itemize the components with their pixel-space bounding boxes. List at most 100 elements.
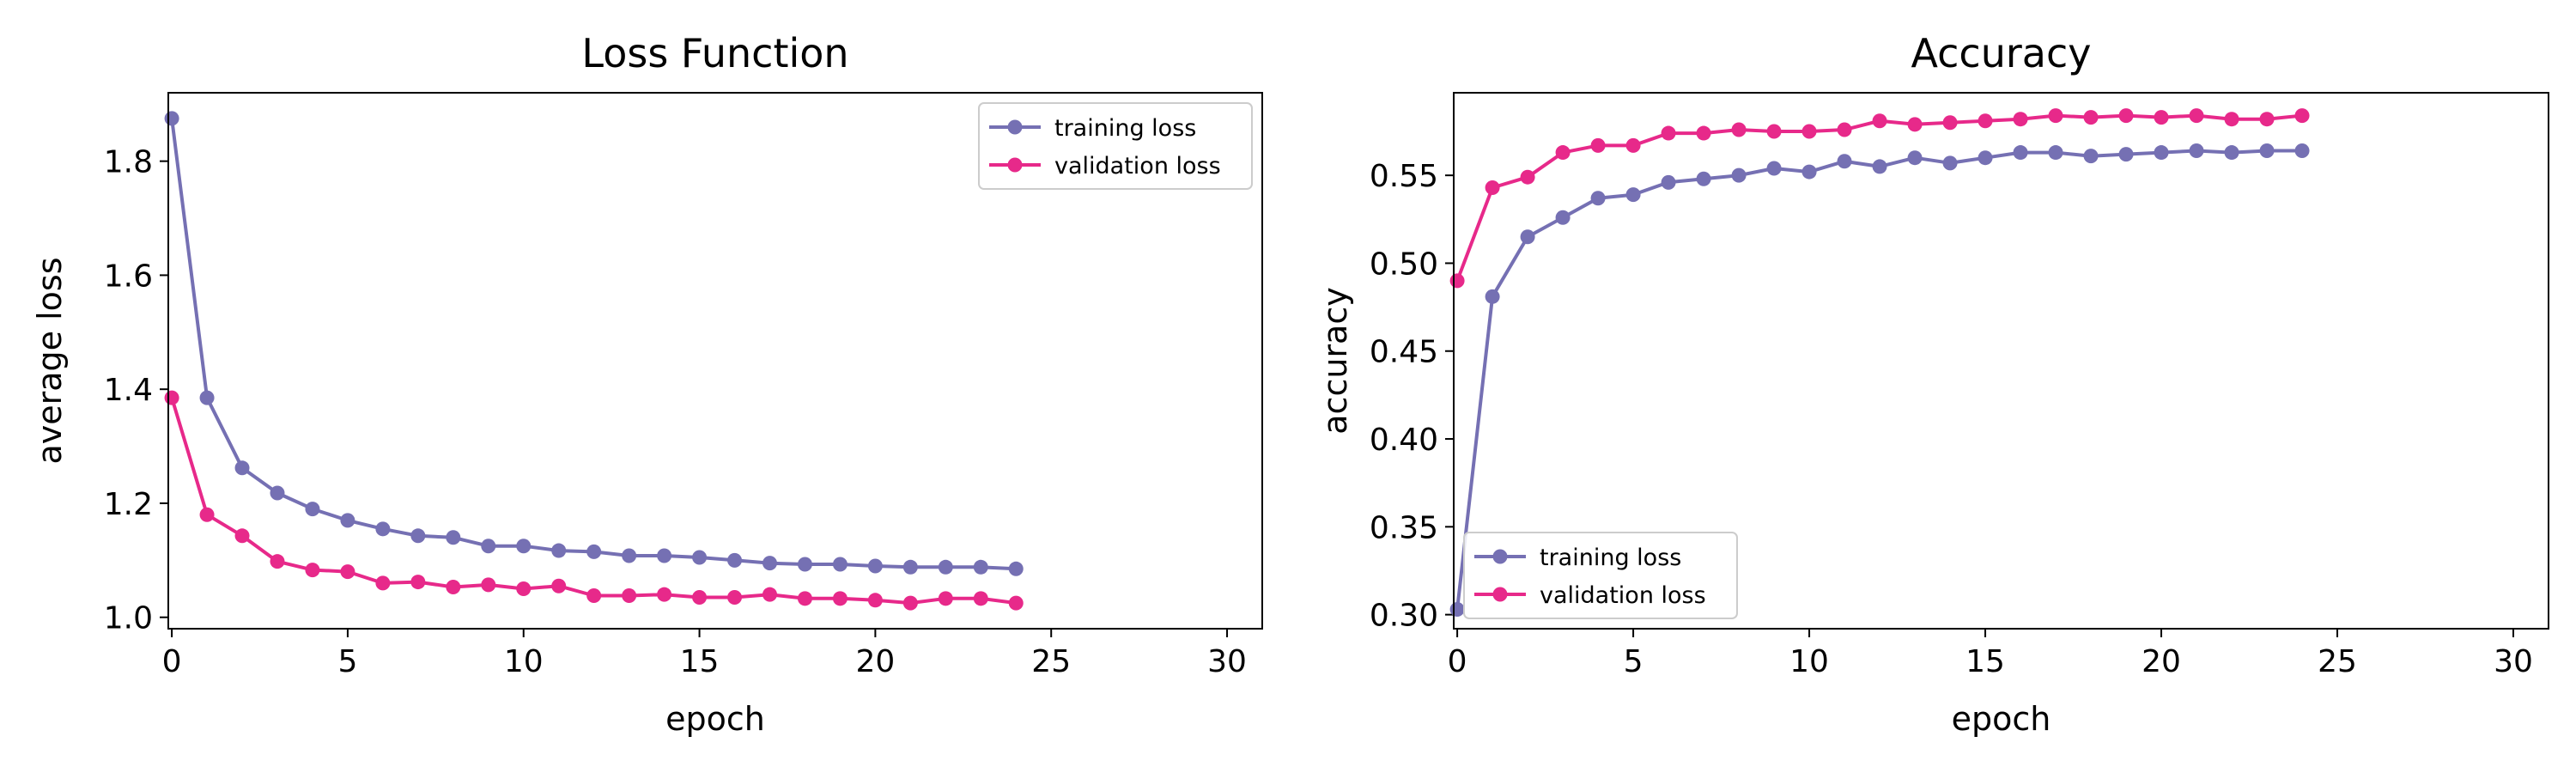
data-point-training-loss (1008, 561, 1024, 576)
data-point-training-loss (1978, 150, 1993, 166)
data-point-training-loss (902, 559, 918, 575)
x-tick-label: 30 (2494, 644, 2533, 679)
data-point-validation-loss (1485, 180, 1500, 195)
legend-label: training loss (1054, 115, 1196, 142)
data-point-validation-loss (938, 591, 953, 606)
data-point-training-loss (410, 528, 426, 544)
data-point-validation-loss (1449, 273, 1465, 289)
y-tick-label: 1.2 (104, 487, 153, 522)
data-point-validation-loss (832, 591, 848, 606)
data-point-training-loss (1449, 601, 1465, 617)
data-point-validation-loss (622, 587, 637, 603)
x-tick-label: 5 (1624, 644, 1643, 679)
data-point-validation-loss (2259, 112, 2275, 127)
data-point-training-loss (586, 544, 602, 559)
x-tick-label: 30 (1207, 644, 1247, 679)
plot-frame (167, 92, 1263, 630)
data-point-validation-loss (270, 554, 285, 569)
legend-swatch-marker (1007, 119, 1023, 135)
x-tick-label: 0 (1448, 644, 1467, 679)
data-point-validation-loss (199, 507, 215, 522)
data-point-training-loss (305, 502, 320, 517)
data-point-training-loss (797, 557, 812, 572)
data-point-validation-loss (1872, 113, 1887, 129)
data-point-validation-loss (1008, 595, 1024, 611)
data-point-training-loss (481, 539, 496, 554)
x-tick-label: 10 (504, 644, 544, 679)
data-point-training-loss (867, 558, 883, 574)
data-point-validation-loss (2224, 112, 2239, 127)
y-tick-label: 0.40 (1370, 423, 1438, 458)
y-axis-label: accuracy (1316, 287, 1354, 434)
data-point-training-loss (657, 548, 672, 563)
data-point-training-loss (1555, 210, 1571, 225)
data-point-training-loss (1590, 191, 1606, 206)
data-point-training-loss (2189, 143, 2204, 159)
data-point-validation-loss (1696, 125, 1711, 141)
data-point-training-loss (692, 550, 708, 565)
data-point-training-loss (622, 548, 637, 563)
data-point-training-loss (446, 530, 461, 545)
data-point-validation-loss (2294, 108, 2310, 124)
x-tick-label: 25 (1031, 644, 1071, 679)
legend-label: validation loss (1540, 582, 1706, 609)
chart-title: Loss Function (581, 30, 848, 76)
data-point-validation-loss (867, 593, 883, 608)
legend-swatch-marker (1007, 157, 1023, 173)
data-point-training-loss (234, 460, 250, 476)
data-point-training-loss (1872, 159, 1887, 174)
data-point-validation-loss (797, 591, 812, 606)
data-point-training-loss (1625, 187, 1641, 203)
series-line-validation-loss (170, 397, 1017, 606)
data-point-training-loss (938, 559, 953, 575)
data-point-validation-loss (1661, 125, 1676, 141)
data-point-validation-loss (1520, 169, 1535, 185)
data-point-validation-loss (2048, 108, 2063, 124)
legend-swatch-marker (1492, 587, 1508, 602)
x-axis-label: epoch (1952, 700, 2051, 738)
y-tick-label: 1.6 (104, 259, 153, 294)
data-point-training-loss (762, 556, 777, 571)
data-point-training-loss (164, 111, 179, 126)
data-point-training-loss (973, 559, 988, 575)
x-tick-label: 15 (680, 644, 720, 679)
data-point-training-loss (375, 521, 391, 537)
data-point-validation-loss (1907, 117, 1923, 132)
data-point-training-loss (1661, 174, 1676, 190)
data-point-validation-loss (657, 587, 672, 602)
x-tick-label: 10 (1789, 644, 1829, 679)
data-point-validation-loss (1801, 124, 1817, 139)
data-point-training-loss (2259, 143, 2275, 159)
data-point-validation-loss (973, 591, 988, 606)
data-point-training-loss (832, 557, 848, 572)
data-point-validation-loss (340, 564, 355, 580)
x-tick-label: 0 (162, 644, 182, 679)
legend-label: validation loss (1054, 153, 1221, 180)
data-point-validation-loss (1837, 122, 1852, 137)
data-point-training-loss (516, 539, 532, 554)
data-point-validation-loss (902, 595, 918, 611)
data-point-validation-loss (1978, 113, 1993, 129)
data-point-validation-loss (1590, 137, 1606, 153)
legend-box (1463, 532, 1738, 619)
series-line-validation-loss (1455, 113, 2303, 282)
data-point-training-loss (1942, 155, 1958, 171)
y-tick-label: 1.4 (104, 373, 153, 408)
legend: training loss validation loss (978, 102, 1253, 190)
data-point-training-loss (2083, 149, 2099, 164)
loss-chart: Loss Function epoch average loss 0 5 10 15 20 25… (31, 30, 1263, 738)
data-point-training-loss (199, 390, 215, 405)
data-point-validation-loss (164, 390, 179, 405)
legend-swatch-marker (1492, 549, 1508, 564)
legend-label: training loss (1540, 545, 1681, 571)
data-point-validation-loss (692, 589, 708, 605)
data-point-validation-loss (2189, 108, 2204, 124)
data-point-validation-loss (1555, 145, 1571, 161)
data-point-validation-loss (586, 587, 602, 603)
data-point-validation-loss (1731, 122, 1747, 137)
data-point-validation-loss (551, 578, 567, 593)
legend-box (978, 102, 1253, 190)
data-point-training-loss (2154, 145, 2169, 161)
data-point-training-loss (2224, 145, 2239, 161)
